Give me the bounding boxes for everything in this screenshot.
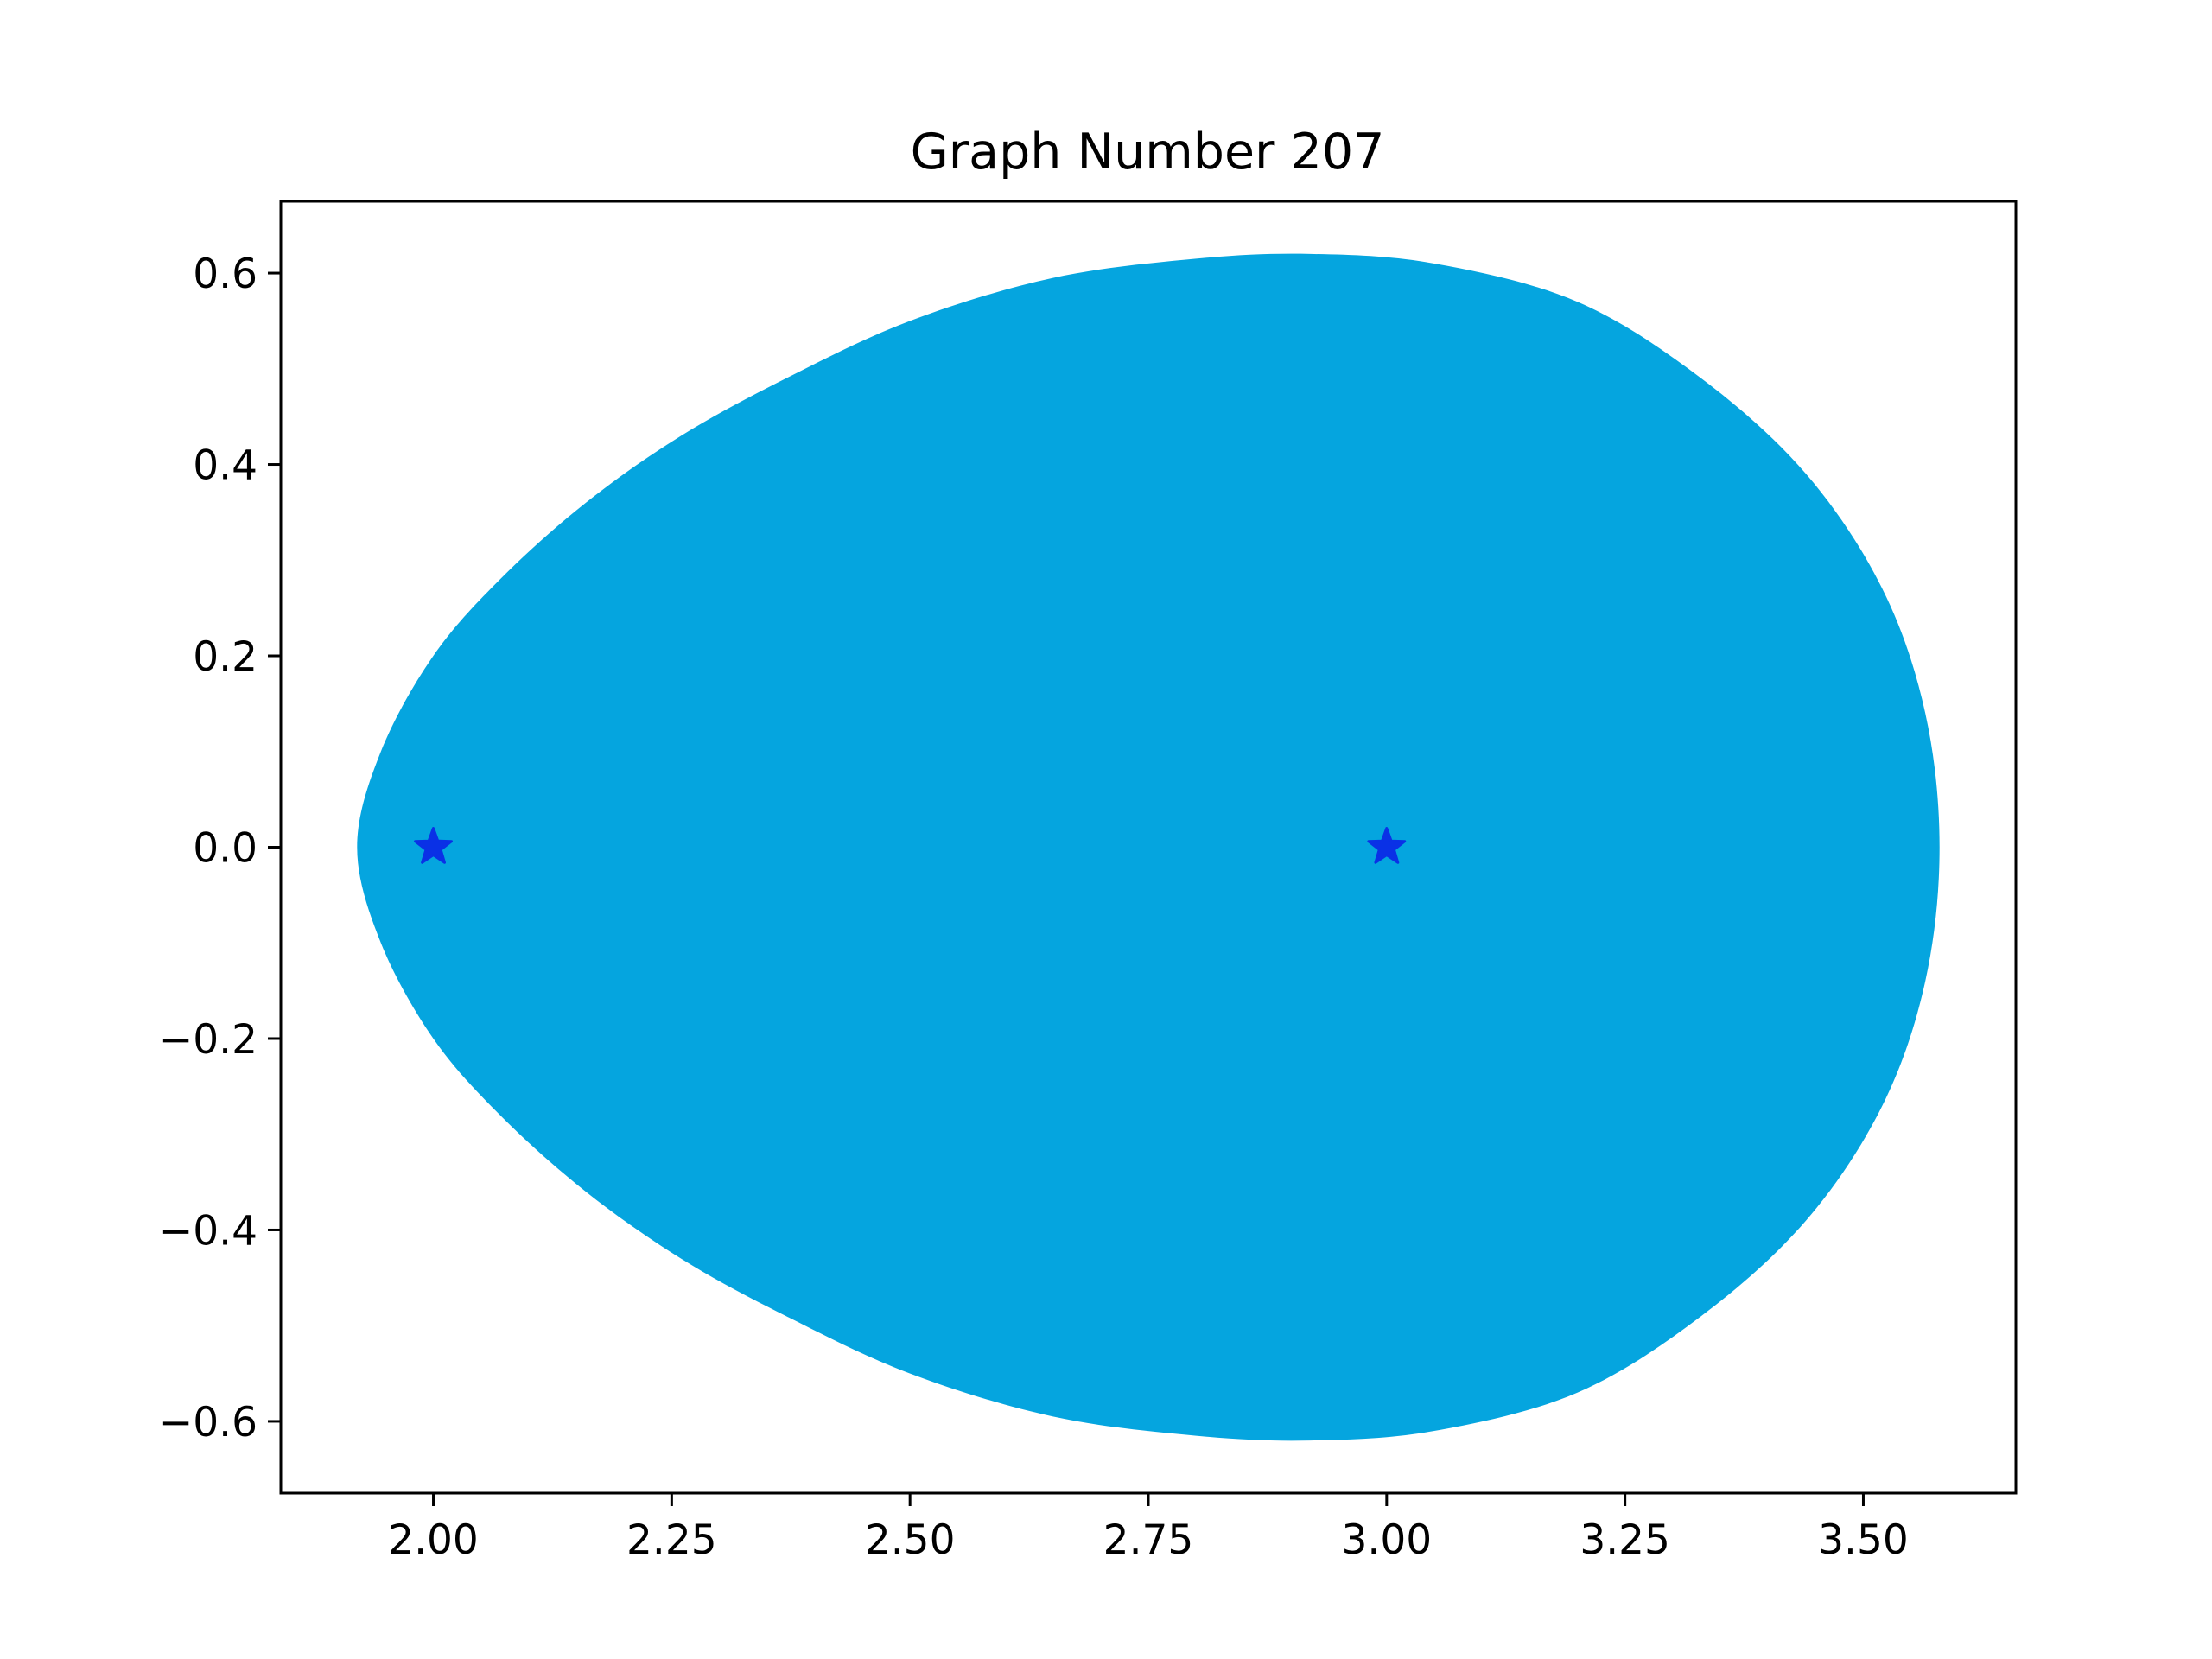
filled-region [357,253,1940,1441]
x-tick-label: 2.50 [865,1516,956,1564]
y-tick-label: 0.2 [193,633,257,681]
y-tick-label: 0.6 [193,251,257,298]
y-tick-label: −0.4 [159,1207,257,1255]
star-marker-1 [414,827,453,864]
x-tick-label: 2.75 [1103,1516,1194,1564]
y-tick-label: 0.4 [193,442,257,490]
plot-area: 2.00 2.25 2.50 2.75 3.00 3.25 3.50 0.6 0.4 0.2 0.0… [159,200,2018,1564]
y-tick-label: 0.0 [193,825,257,873]
x-tick-label: 3.50 [1818,1516,1909,1564]
y-tick-label: −0.2 [159,1016,257,1064]
x-tick-label: 2.25 [626,1516,717,1564]
y-tick-label: −0.6 [159,1399,257,1446]
star-marker-2 [1367,827,1407,864]
x-tick-label: 3.25 [1580,1516,1670,1564]
x-tick-label: 2.00 [388,1516,479,1564]
x-tick-label: 3.00 [1341,1516,1432,1564]
chart-title: Graph Number 207 [911,124,1385,181]
